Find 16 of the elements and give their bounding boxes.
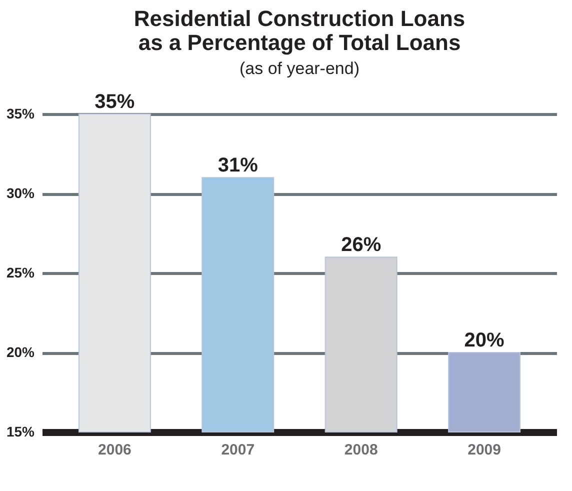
y-tick-label: 15%	[6, 424, 36, 440]
x-tick-label: 2006	[98, 442, 132, 458]
y-tick-label: 25%	[6, 264, 36, 280]
y-tick-label: 30%	[6, 185, 36, 201]
y-tick-label: 20%	[6, 344, 36, 360]
data-label: 31%	[218, 154, 258, 177]
data-label: 26%	[341, 234, 382, 256]
data-label: 20%	[464, 330, 505, 352]
data-label: 35%	[94, 91, 135, 113]
x-tick-label: 2009	[468, 442, 501, 458]
x-tick-label: 2008	[344, 442, 378, 458]
x-tick-label: 2007	[221, 442, 255, 458]
chart-subtitle: (as of year-end)	[240, 59, 360, 78]
y-tick-label: 35%	[6, 106, 36, 122]
text: Residential Construction Loans	[134, 6, 466, 31]
text: as a Percentage of Total Loans	[138, 30, 461, 55]
